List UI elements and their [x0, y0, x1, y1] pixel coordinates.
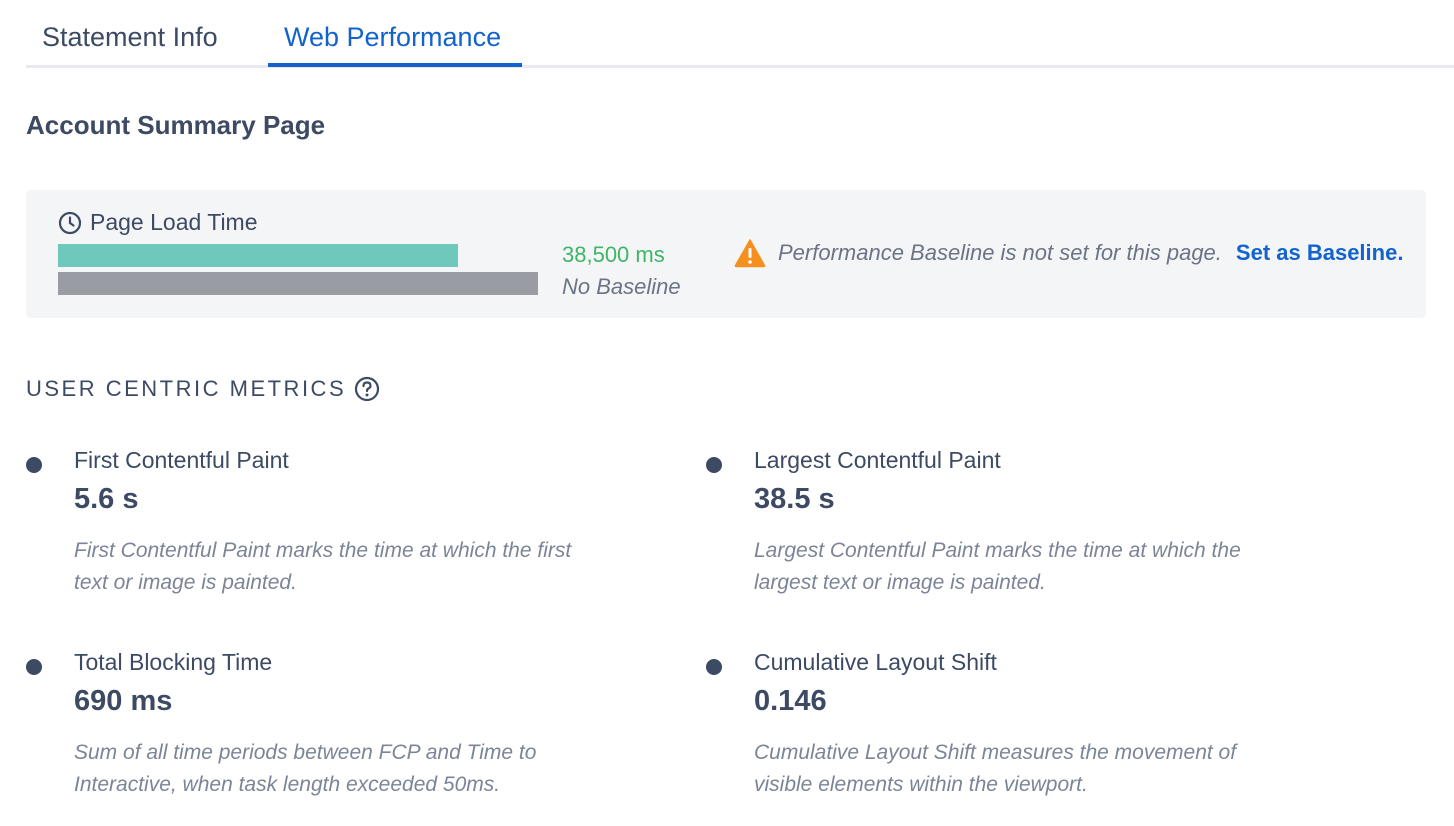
baseline-bar	[58, 272, 538, 295]
warning-text: Performance Baseline is not set for this…	[778, 240, 1222, 265]
help-icon[interactable]	[354, 376, 380, 402]
page-load-label-row: Page Load Time	[58, 209, 258, 236]
bullet-dot	[706, 659, 722, 675]
tab-statement-info[interactable]: Statement Info	[42, 22, 218, 52]
clock-icon	[58, 211, 82, 235]
warning-icon	[734, 238, 766, 268]
metric-title: Total Blocking Time	[74, 649, 273, 675]
metric-value: 0.146	[754, 685, 827, 717]
metric-title: Cumulative Layout Shift	[754, 649, 997, 675]
set-baseline-link[interactable]: Set as Baseline.	[1235, 240, 1404, 265]
page-load-bar	[58, 244, 458, 267]
metric-value: 38.5 s	[754, 483, 835, 515]
metric-description: First Contentful Paint marks the time at…	[74, 539, 572, 594]
page-load-card: Page Load Time 38,500 ms No Baseline Per…	[26, 190, 1426, 318]
page-load-value: 38,500 ms	[562, 242, 665, 267]
page-load-bar-track	[58, 244, 538, 267]
bullet-dot	[26, 659, 42, 675]
tab-bar: Statement Info Web Performance	[26, 0, 1454, 68]
page-title: Account Summary Page	[26, 110, 326, 140]
metric-title: Largest Contentful Paint	[754, 447, 1001, 473]
active-tab-indicator	[268, 63, 522, 67]
metrics-heading-row: USER CENTRIC METRICS	[26, 376, 380, 402]
metrics-heading: USER CENTRIC METRICS	[26, 376, 347, 401]
metric-description: Sum of all time periods between FCP and …	[74, 741, 537, 796]
tab-web-performance[interactable]: Web Performance	[284, 22, 502, 52]
metric-value: 5.6 s	[74, 483, 139, 515]
metric-value: 690 ms	[74, 685, 173, 717]
bullet-dot	[706, 457, 722, 473]
baseline-warning: Performance Baseline is not set for this…	[734, 238, 1403, 268]
bullet-dot	[26, 457, 42, 473]
page-load-label: Page Load Time	[90, 209, 258, 235]
metric-description: Cumulative Layout Shift measures the mov…	[754, 741, 1237, 796]
metric-title: First Contentful Paint	[74, 447, 289, 473]
baseline-status: No Baseline	[562, 274, 681, 299]
metric-description: Largest Contentful Paint marks the time …	[754, 539, 1241, 594]
